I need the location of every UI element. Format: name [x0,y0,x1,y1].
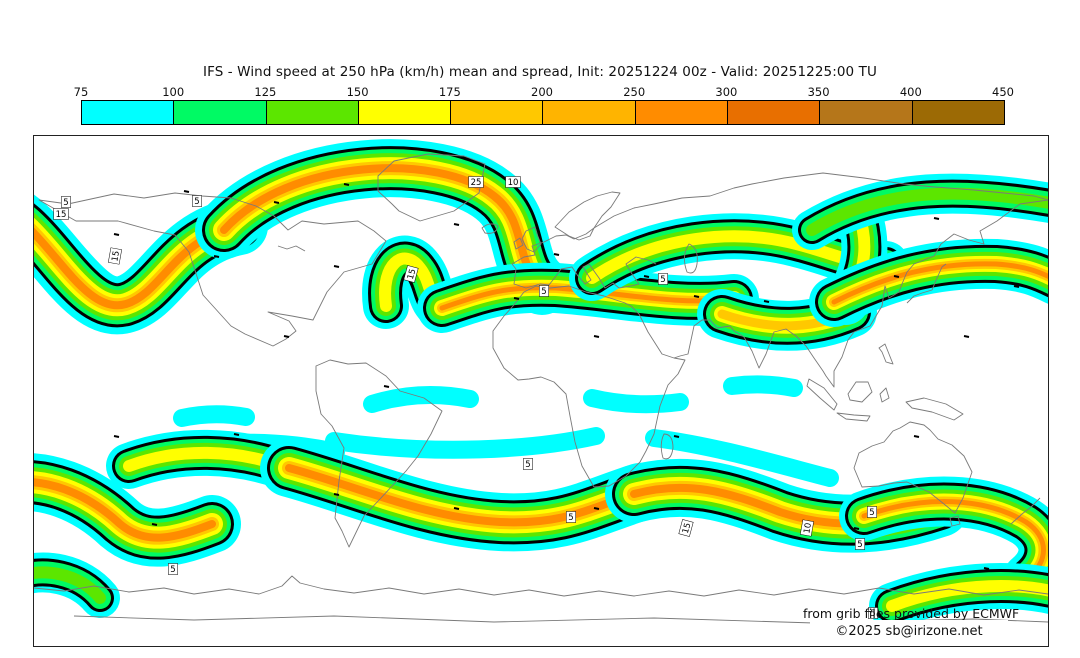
colorbar-segment [450,101,543,124]
svg-text:15: 15 [681,522,693,535]
colorbar-tick: 125 [254,85,277,99]
svg-text:15: 15 [406,268,418,281]
colorbar-tick: 175 [438,85,461,99]
contour-label: 5 [867,506,877,518]
colorbar-tick: 200 [531,85,553,99]
colorbar-segment [542,101,635,124]
contour-label: 5 [868,607,878,619]
svg-text:10: 10 [802,522,814,534]
attribution-copyright: ©2025 sb@irizone.net [810,620,1008,643]
svg-text:5: 5 [869,508,874,518]
colorbar-segment [173,101,266,124]
svg-text:5: 5 [170,565,175,575]
svg-text:15: 15 [56,210,67,220]
map-canvas: 5151552510155555155510555 [33,135,1049,647]
colorbar-tick: 450 [992,85,1014,99]
svg-text:5: 5 [63,198,68,208]
svg-text:5: 5 [541,287,546,297]
contour-label: 5 [192,195,202,207]
colorbar [81,100,1005,125]
colorbar-tick: 100 [162,85,185,99]
svg-text:5: 5 [857,540,862,550]
colorbar-tick: 250 [623,85,646,99]
contour-label: 5 [523,458,533,470]
contour-label: 15 [108,247,122,265]
contour-label: 10 [800,519,814,537]
colorbar-segment [82,101,174,124]
svg-text:5: 5 [194,197,199,207]
svg-text:5: 5 [525,460,530,470]
colorbar-segment [819,101,912,124]
contour-label: 15 [53,208,69,220]
colorbar-tick: 75 [73,85,89,99]
contour-label: 15 [678,519,694,537]
colorbar-tick: 400 [899,85,922,99]
colorbar-tick-labels: 75 100 125 150 175 200 250 300 350 400 450 [74,85,1014,99]
chart-title: IFS - Wind speed at 250 hPa (km/h) mean … [203,64,877,80]
svg-text:5: 5 [568,513,573,523]
spread-contour-specks-layer [113,183,1020,570]
svg-text:10: 10 [508,178,519,188]
svg-text:5: 5 [870,609,875,619]
svg-text:25: 25 [471,178,482,188]
svg-text:15: 15 [110,250,122,262]
world-wind-map: 5151552510155555155510555 [34,136,1048,646]
contour-label: 5 [855,538,865,550]
colorbar-segment [911,101,1004,124]
svg-text:5: 5 [660,275,665,285]
colorbar-tick: 150 [346,85,369,99]
contour-label: 5 [61,196,71,208]
coastlines-layer [34,153,1048,624]
contour-label: 10 [505,176,521,188]
attribution-source: from grib files provided by ECMWF [803,606,1020,621]
colorbar-tick: 350 [807,85,830,99]
contour-label: 25 [468,176,484,188]
colorbar-segment [634,101,728,124]
contour-label: 5 [566,511,576,523]
colorbar-segment [357,101,451,124]
contour-label: 5 [658,273,668,285]
colorbar-tick: 300 [715,85,738,99]
contour-labels-layer: 5151552510155555155510555 [53,176,953,632]
contour-label: 5 [168,563,178,575]
contour-label: 15 [403,265,419,283]
colorbar-segment [265,101,358,124]
colorbar-segment [727,101,820,124]
contour-label: 5 [539,285,549,297]
